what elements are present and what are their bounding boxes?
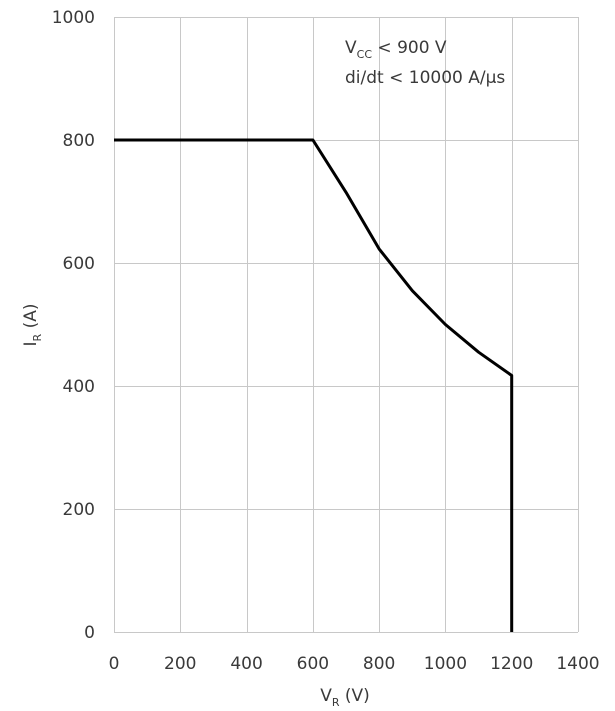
x-tick-label: 400 <box>230 654 262 674</box>
x-tick-label: 1200 <box>490 654 533 674</box>
tick-labels: 0 200 400 600 800 1000 1200 1400 0 200 400 600 800 10… <box>52 8 600 674</box>
x-tick-label: 200 <box>164 654 196 674</box>
y-tick-label: 800 <box>63 131 95 151</box>
y-tick-label: 200 <box>63 500 95 520</box>
y-tick-label: 1000 <box>52 8 95 28</box>
x-tick-label: 800 <box>363 654 395 674</box>
y-tick-label: 0 <box>84 623 95 643</box>
x-axis-label: VR (V) <box>320 686 370 709</box>
y-tick-label: 400 <box>63 377 95 397</box>
x-tick-label: 1000 <box>424 654 467 674</box>
grid <box>114 17 579 633</box>
y-tick-label: 600 <box>63 254 95 274</box>
y-axis-label: IR (A) <box>21 304 44 347</box>
annotation-vcc: VCC < 900 V <box>345 38 447 61</box>
x-tick-label: 0 <box>109 654 120 674</box>
x-tick-label: 600 <box>297 654 329 674</box>
series-layer <box>114 138 514 632</box>
annotation-didt: di/dt < 10000 A/μs <box>345 68 505 88</box>
series-line <box>114 138 514 632</box>
x-tick-label: 1400 <box>556 654 599 674</box>
